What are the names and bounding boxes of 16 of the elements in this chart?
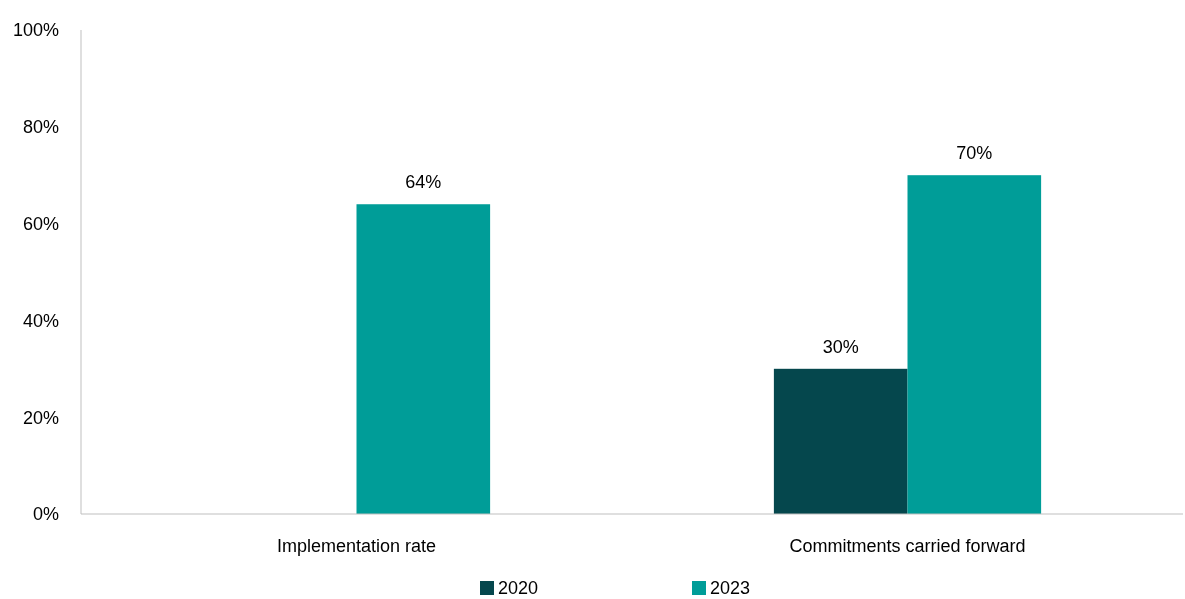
- bar: [356, 204, 491, 514]
- bar: [907, 175, 1042, 514]
- y-tick-label: 0%: [32, 504, 59, 525]
- data-label: 64%: [405, 172, 442, 193]
- y-tick-label: 100%: [12, 20, 59, 41]
- data-label: 30%: [822, 336, 859, 357]
- data-label: 70%: [956, 143, 993, 164]
- x-tick-label: Commitments carried forward: [789, 536, 1026, 556]
- legend-label: 2023: [710, 578, 751, 599]
- y-tick-label: 60%: [22, 213, 59, 234]
- bar: [773, 368, 908, 514]
- y-tick-label: 80%: [22, 117, 59, 138]
- x-tick-label: Implementation rate: [276, 536, 437, 556]
- y-tick-label: 40%: [22, 310, 59, 331]
- y-tick-label: 20%: [22, 407, 59, 428]
- legend-label: 2020: [498, 578, 539, 599]
